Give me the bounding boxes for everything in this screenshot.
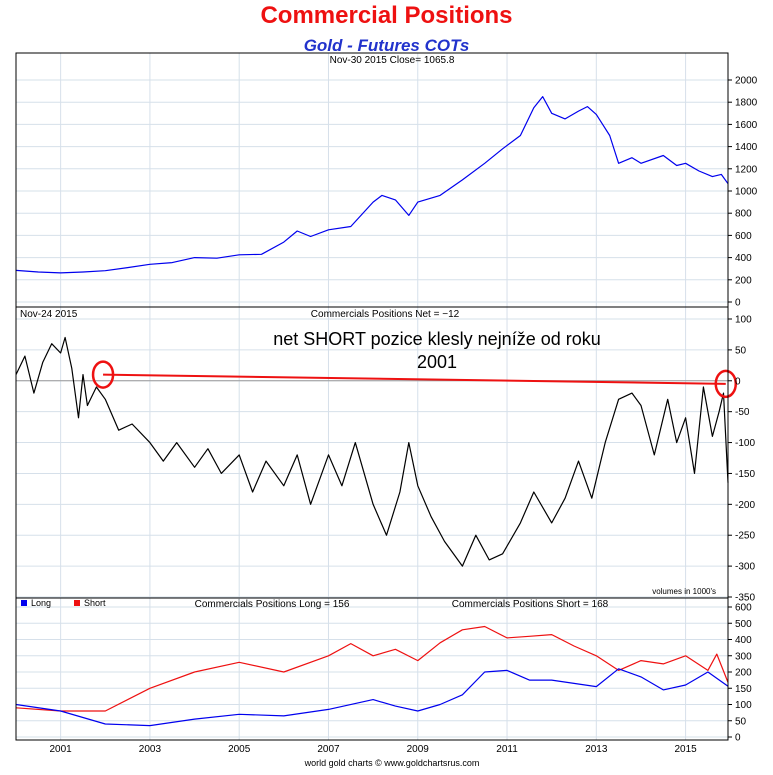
legend-short-swatch xyxy=(74,600,80,606)
y-tick-label: -300 xyxy=(735,562,755,573)
y-tick-label: 100 xyxy=(735,315,752,326)
panel-frames xyxy=(15,52,732,741)
x-tick-label: 2001 xyxy=(50,744,73,755)
y-tick-label: 600 xyxy=(735,231,752,242)
chart-title: Commercial Positions xyxy=(260,2,513,29)
net-header-value: Commercials Positions Net = −12 xyxy=(311,309,460,320)
chart-subtitle: Gold - Futures COTs xyxy=(303,36,470,55)
label-layer: 2001 2003 2005 2007 2009 2011 2013 201520001800… xyxy=(50,76,758,756)
short-header: Commercials Positions Short = 168 xyxy=(452,599,609,610)
y-tick-label: 100 xyxy=(735,700,752,711)
y-tick-label: 2000 xyxy=(735,76,758,87)
y-tick-label: 50 xyxy=(735,716,747,727)
legend-long-swatch xyxy=(21,600,27,606)
y-tick-label: -100 xyxy=(735,438,755,449)
y-tick-label: 1000 xyxy=(735,187,758,198)
y-tick-label: 400 xyxy=(735,253,752,264)
y-tick-label: 200 xyxy=(735,275,752,286)
legend-long-label: Long xyxy=(31,598,51,608)
annotation-line-2: 2001 xyxy=(417,352,457,372)
short-positions-line xyxy=(15,625,729,712)
y-tick-label: 500 xyxy=(735,619,752,630)
x-tick-label: 2011 xyxy=(496,744,518,755)
panel-frame xyxy=(15,597,729,741)
price-header: Nov-30 2015 Close= 1065.8 xyxy=(330,55,455,66)
net-header-date: Nov-24 2015 xyxy=(20,309,78,320)
y-tick-label: -150 xyxy=(735,469,755,480)
y-tick-label: 0 xyxy=(735,733,741,744)
y-tick-label: 800 xyxy=(735,209,752,220)
x-tick-label: 2009 xyxy=(407,744,430,755)
x-tick-label: 2015 xyxy=(674,744,697,755)
y-tick-label: 600 xyxy=(735,603,752,614)
y-tick-label: 1600 xyxy=(735,120,758,131)
y-tick-label: 50 xyxy=(735,345,747,356)
y-tick-label: 400 xyxy=(735,635,752,646)
legend-short-label: Short xyxy=(84,598,106,608)
y-tick-label: 0 xyxy=(735,298,741,309)
y-tick-label: 150 xyxy=(735,684,752,695)
y-tick-label: 1400 xyxy=(735,142,758,153)
long-positions-line xyxy=(15,668,729,727)
x-tick-label: 2007 xyxy=(317,744,340,755)
y-tick-label: -250 xyxy=(735,531,755,542)
x-tick-label: 2013 xyxy=(585,744,608,755)
y-tick-label: -350 xyxy=(735,593,755,604)
panel-frame xyxy=(15,52,729,308)
panel-frame xyxy=(15,306,729,599)
volume-note: volumes in 1000's xyxy=(652,587,716,596)
annotation-trend-line xyxy=(103,373,726,385)
y-tick-label: 1200 xyxy=(735,164,758,175)
gold-price-line xyxy=(15,95,729,274)
y-tick-label: 1800 xyxy=(735,98,758,109)
grid-layer xyxy=(16,53,728,740)
annotation-circle xyxy=(91,360,115,389)
footer-credit: world gold charts © www.goldchartsrus.co… xyxy=(304,758,480,768)
y-tick-label: -200 xyxy=(735,500,755,511)
annotation-line-1: net SHORT pozice klesly nejníže od roku xyxy=(273,329,601,349)
x-tick-label: 2003 xyxy=(139,744,162,755)
y-tick-label: 200 xyxy=(735,668,752,679)
y-tick-label: 0 xyxy=(735,376,741,387)
y-tick-label: -50 xyxy=(735,407,750,418)
x-tick-label: 2005 xyxy=(228,744,251,755)
series-layer xyxy=(15,95,738,727)
annotation-circle xyxy=(714,369,738,399)
long-header: Commercials Positions Long = 156 xyxy=(195,599,350,610)
y-tick-label: 300 xyxy=(735,651,752,662)
net-positions-line xyxy=(15,336,729,567)
